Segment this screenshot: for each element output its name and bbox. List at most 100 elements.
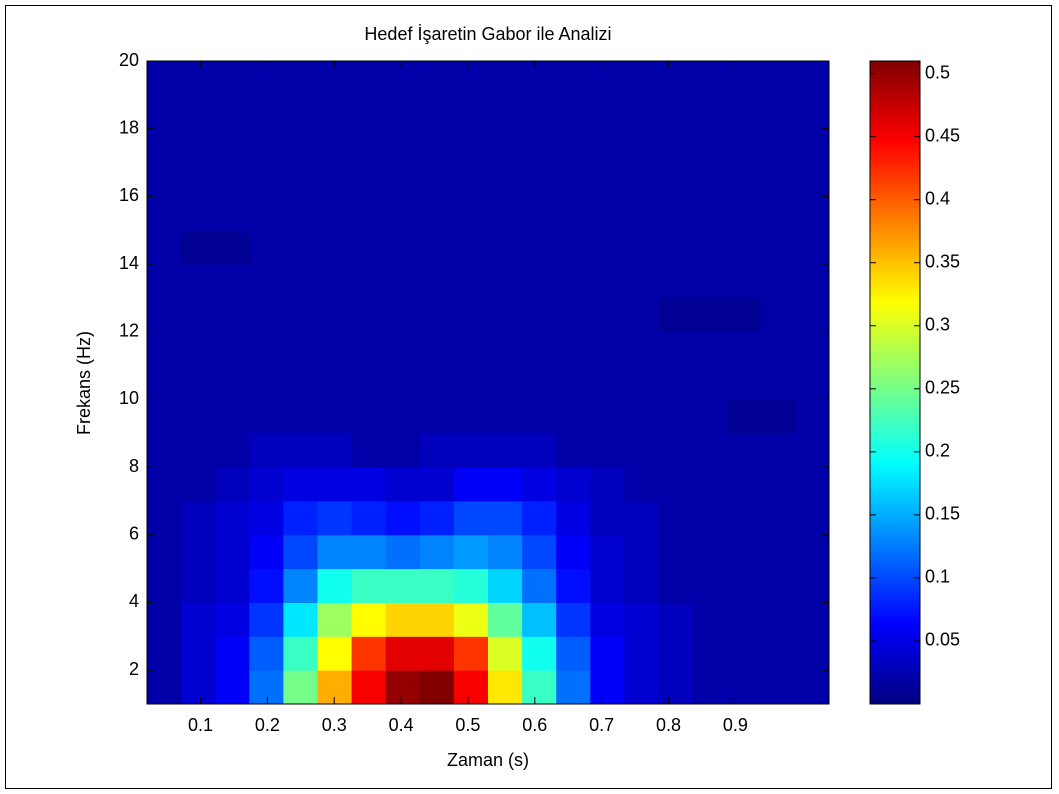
heatmap-cell	[590, 94, 625, 130]
heatmap-cell	[317, 264, 353, 299]
heatmap-cell	[760, 94, 796, 130]
heatmap-cell	[215, 467, 250, 502]
heatmap-cell	[453, 670, 489, 705]
y-tick-label: 20	[119, 50, 139, 70]
heatmap-cell	[590, 128, 625, 164]
heatmap-cell	[351, 433, 387, 468]
heatmap-cell	[453, 128, 489, 164]
heatmap-cell	[317, 568, 353, 603]
heatmap-cell	[147, 670, 182, 705]
heatmap-cell	[453, 61, 489, 96]
heatmap-cell	[522, 433, 557, 468]
colorbar-tick-label: 0.45	[925, 125, 960, 145]
heatmap-cell	[794, 264, 830, 299]
heatmap-cell	[624, 264, 659, 299]
heatmap-cell	[147, 196, 182, 231]
heatmap-cell	[385, 297, 421, 333]
heatmap-cell	[283, 331, 318, 367]
heatmap-cell	[351, 534, 387, 570]
heatmap-cell	[317, 331, 353, 367]
heatmap-cell	[590, 196, 625, 231]
heatmap-cell	[794, 128, 830, 164]
heatmap-cell	[794, 331, 830, 367]
heatmap-cell	[317, 94, 353, 130]
heatmap-cell	[249, 196, 284, 231]
heatmap-cell	[726, 230, 762, 265]
heatmap-cell	[488, 128, 523, 164]
heatmap-cell	[590, 61, 625, 96]
heatmap-cell	[215, 196, 250, 231]
heatmap-cell	[794, 196, 830, 231]
x-tick-label: 0.2	[255, 715, 280, 735]
heatmap-cell	[419, 602, 455, 637]
heatmap-cell	[385, 636, 421, 671]
x-tick-label: 0.8	[656, 715, 681, 735]
x-tick-label: 0.5	[455, 715, 480, 735]
heatmap-cell	[351, 230, 387, 265]
heatmap-cell	[249, 264, 284, 299]
heatmap-cell	[453, 196, 489, 231]
heatmap-cell	[453, 568, 489, 603]
heatmap-cell	[215, 331, 250, 367]
heatmap-cell	[351, 94, 387, 130]
colorbar	[869, 60, 921, 705]
y-tick-label: 6	[129, 524, 139, 544]
heatmap-cell	[249, 399, 284, 434]
heatmap-cell	[419, 365, 455, 400]
heatmap-cell	[181, 433, 216, 468]
heatmap-cell	[317, 500, 353, 536]
heatmap-cell	[794, 61, 830, 96]
colorbar-tick-label: 0.15	[925, 504, 960, 524]
heatmap-cell	[760, 500, 796, 536]
heatmap-cell	[590, 636, 625, 671]
heatmap-cell	[147, 534, 182, 570]
heatmap-cell	[488, 162, 523, 197]
heatmap-cell	[556, 297, 591, 333]
heatmap-cell	[147, 61, 182, 96]
heatmap-cell	[488, 500, 523, 536]
heatmap-cell	[692, 433, 728, 468]
heatmap-cell	[317, 399, 353, 434]
heatmap-cell	[692, 128, 728, 164]
heatmap-cell	[488, 264, 523, 299]
heatmap-cell	[794, 399, 830, 434]
x-tick-label: 0.9	[723, 715, 748, 735]
heatmap-cell	[590, 365, 625, 400]
heatmap-cell	[522, 602, 557, 637]
heatmap-cell	[522, 61, 557, 96]
heatmap-cell	[215, 94, 250, 130]
heatmap-cell	[215, 399, 250, 434]
heatmap-cell	[658, 61, 694, 96]
heatmap-cell	[556, 230, 591, 265]
heatmap-cell	[794, 365, 830, 400]
heatmap-cell	[590, 399, 625, 434]
heatmap-cell	[794, 297, 830, 333]
heatmap-cell	[726, 568, 762, 603]
heatmap-cell	[556, 331, 591, 367]
heatmap-cell	[760, 162, 796, 197]
heatmap-cell	[624, 365, 659, 400]
heatmap-cell	[181, 230, 216, 265]
heatmap-cell	[590, 230, 625, 265]
heatmap-cell	[794, 500, 830, 536]
heatmap-cell	[351, 128, 387, 164]
heatmap-cell	[147, 602, 182, 637]
colorbar-tick-label: 0.5	[925, 62, 950, 82]
heatmap-cell	[692, 196, 728, 231]
heatmap-cell	[794, 467, 830, 502]
heatmap-cell	[351, 365, 387, 400]
heatmap-cell	[147, 433, 182, 468]
heatmap-cell	[624, 568, 659, 603]
heatmap-cell	[385, 230, 421, 265]
heatmap-cell	[351, 500, 387, 536]
heatmap-cell	[249, 230, 284, 265]
heatmap-cell	[658, 433, 694, 468]
heatmap-cell	[283, 61, 318, 96]
heatmap-cell	[419, 433, 455, 468]
heatmap-cell	[419, 61, 455, 96]
heatmap-cell	[522, 568, 557, 603]
heatmap-cell	[181, 636, 216, 671]
heatmap-cell	[624, 331, 659, 367]
heatmap-cell	[283, 196, 318, 231]
heatmap-cell	[283, 670, 318, 705]
